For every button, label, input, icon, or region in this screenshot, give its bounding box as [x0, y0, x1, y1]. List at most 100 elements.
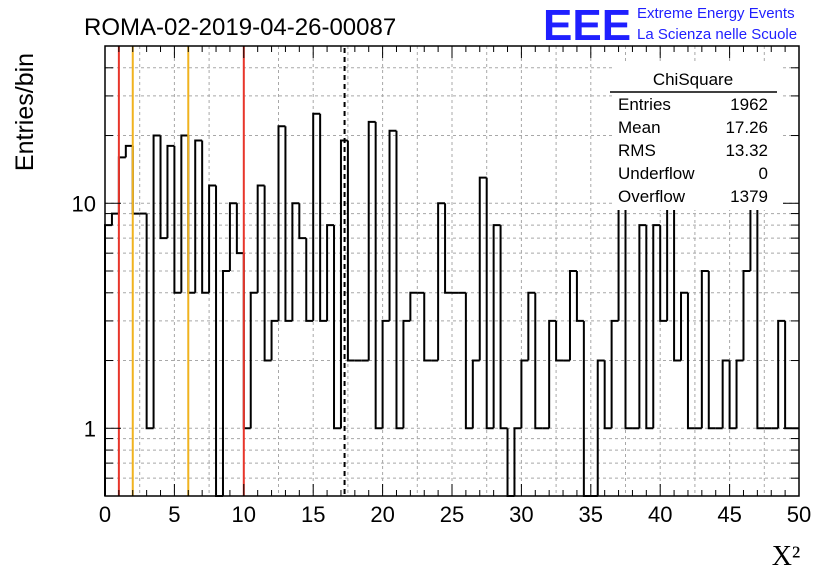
x-tick-label: 5 [168, 502, 180, 527]
histogram-bin [728, 360, 737, 430]
histogram-bin [721, 359, 730, 429]
histogram-bin [228, 202, 237, 271]
histogram-bin [680, 291, 688, 361]
histogram-bin [707, 271, 716, 430]
histogram-bin [499, 225, 508, 430]
histogram-bin [478, 176, 487, 361]
histogram-bin [242, 253, 251, 430]
histogram-bin [187, 135, 196, 294]
org-tagline: La Scienza nelle Scuole [637, 26, 797, 43]
histogram-bin [575, 271, 584, 322]
histogram-bin [624, 185, 633, 430]
histogram-bin [381, 319, 390, 429]
x-tick-label: 15 [301, 502, 325, 527]
histogram-bin [582, 320, 591, 497]
x-tick-label: 0 [99, 502, 111, 527]
histogram-bin [756, 177, 765, 430]
histogram-bin [249, 291, 258, 429]
histogram-bin [603, 360, 612, 430]
x-tick-label: 10 [232, 502, 256, 527]
histogram-bin [291, 202, 300, 321]
histogram-bin [409, 291, 418, 321]
stats-label: Mean [618, 118, 661, 137]
histogram-bin [374, 121, 383, 430]
x-tick-label: 50 [787, 502, 811, 527]
x-tick-label: 40 [648, 502, 672, 527]
x-tick-label: 35 [579, 502, 603, 527]
histogram-bin [700, 270, 709, 429]
histogram-bin [215, 185, 223, 497]
histogram-bin [152, 134, 161, 429]
histogram-bin [645, 225, 654, 430]
histogram-bin [555, 320, 564, 362]
histogram-bin [166, 144, 175, 239]
y-tick-label: 1 [84, 416, 96, 441]
y-axis: 1 10 [72, 67, 799, 479]
x-tick-label: 25 [440, 502, 464, 527]
histogram-bin [388, 129, 397, 321]
histogram-bin [256, 184, 265, 293]
stats-label: RMS [618, 141, 656, 160]
stats-box: ChiSquare Entries 1962 Mean 17.26 RMS 13… [610, 64, 782, 210]
histogram-bin [534, 292, 543, 430]
histogram-bin [520, 359, 529, 429]
stats-value: 1379 [730, 187, 768, 206]
stats-label: Overflow [618, 187, 686, 206]
histogram-bin [117, 156, 126, 214]
histogram-bin [464, 292, 473, 430]
histogram-bin [326, 224, 335, 321]
stats-label: Entries [618, 95, 671, 114]
histogram-bin [395, 130, 404, 430]
histogram-bin [221, 270, 230, 496]
histogram-bin [686, 292, 695, 430]
histogram-bin [201, 140, 210, 294]
histogram-bin [485, 177, 494, 430]
histogram-bin [548, 319, 557, 429]
histogram-bin [437, 202, 446, 361]
histogram-bin [652, 224, 661, 429]
histogram-bin [173, 145, 182, 294]
stats-value: 17.26 [725, 118, 768, 137]
histogram-bin [339, 139, 348, 429]
histogram-bin [319, 113, 328, 322]
y-axis-label: Entries/bin [11, 53, 39, 171]
stats-value: 0 [759, 164, 768, 183]
chart-title: ROMA-02-2019-04-26-00087 [84, 14, 396, 41]
histogram-bin [444, 203, 452, 294]
histogram-bin [159, 135, 168, 240]
histogram-bin [263, 185, 272, 362]
histogram-bin [346, 140, 355, 362]
marker-lines [117, 46, 346, 496]
histogram-bin [145, 213, 154, 430]
x-axis-label: X² [772, 541, 801, 572]
stats-label: Underflow [618, 164, 695, 183]
histogram-bin [305, 238, 314, 322]
histogram-bin [270, 319, 279, 361]
histogram-bin [673, 185, 682, 362]
x-tick-label: 20 [370, 502, 394, 527]
histogram-bin [423, 292, 432, 362]
y-tick-label: 10 [72, 191, 96, 216]
x-tick-label: 45 [717, 502, 741, 527]
histogram-bin [180, 134, 189, 293]
histogram-bin [596, 359, 605, 496]
histogram-bin [659, 225, 668, 322]
histogram-bin [298, 203, 307, 240]
histogram-bin [513, 427, 522, 496]
histogram-bin [277, 125, 286, 321]
eee-logo: EEE [543, 1, 631, 50]
histogram-bin [333, 225, 341, 430]
histogram-bin [610, 319, 619, 429]
histogram-bin [638, 224, 647, 429]
histogram-bin [527, 291, 536, 361]
histogram-bin [208, 184, 217, 293]
histogram-bin [284, 126, 293, 322]
x-tick-label: 30 [509, 502, 533, 527]
histogram-bin [735, 359, 744, 429]
histogram-bin [402, 319, 411, 429]
histogram-bin [471, 359, 480, 429]
stats-value: 1962 [730, 95, 768, 114]
stats-value: 13.32 [725, 141, 768, 160]
histogram-bin [784, 320, 793, 430]
